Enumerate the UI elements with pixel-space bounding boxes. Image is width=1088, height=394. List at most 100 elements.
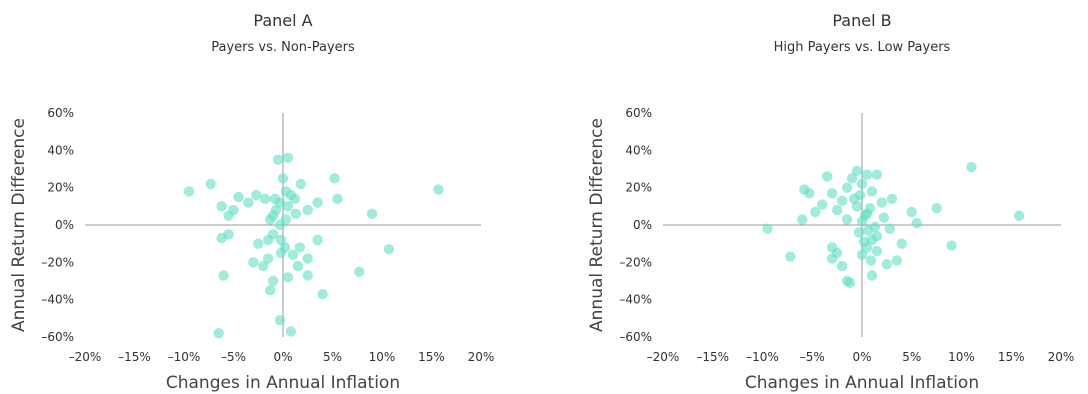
y-tick-label: 60% <box>625 106 652 120</box>
scatter-point <box>253 238 264 249</box>
scatter-point <box>844 277 856 289</box>
scatter-point <box>302 253 313 264</box>
scatter-point <box>302 270 313 281</box>
scatter-point <box>354 266 365 277</box>
scatter-point <box>262 253 274 264</box>
scatter-point <box>841 182 853 193</box>
scatter-point <box>294 242 306 253</box>
scatter-point <box>785 251 796 262</box>
x-tick-label: –5% <box>221 350 246 364</box>
scatter-point <box>302 204 313 216</box>
scatter-point <box>332 193 343 205</box>
scatter-point <box>886 193 898 205</box>
y-tick-label: –40% <box>619 293 652 307</box>
scatter-point <box>292 260 304 272</box>
chart-title: Panel A <box>253 11 312 30</box>
scatter-point <box>846 173 858 184</box>
scatter-point <box>884 223 896 234</box>
scatter-point <box>861 169 873 180</box>
scatter-point <box>280 214 292 225</box>
scatter-point <box>383 244 395 255</box>
scatter-point <box>282 152 294 163</box>
scatter-point <box>831 204 843 216</box>
scatter-point <box>821 171 833 182</box>
scatter-point <box>259 193 271 205</box>
scatter-point <box>282 272 294 283</box>
y-axis-label: Annual Return Difference <box>9 118 29 332</box>
scatter-point <box>931 203 942 214</box>
x-tick-label: 10% <box>948 350 975 364</box>
scatter-point <box>262 234 274 246</box>
scatter-point <box>248 257 259 268</box>
scatter-point <box>312 197 323 208</box>
y-tick-label: –20% <box>41 255 74 269</box>
scatter-point <box>866 270 878 281</box>
x-axis-label: Changes in Annual Inflation <box>166 373 400 393</box>
scatter-point <box>312 234 323 246</box>
scatter-point <box>853 227 865 238</box>
scatter-point <box>881 259 893 270</box>
scatter-point <box>228 204 239 216</box>
scatter-point <box>285 189 297 201</box>
scatter-point <box>878 212 890 223</box>
scatter-point <box>272 154 284 165</box>
scatter-point <box>433 184 444 195</box>
x-tick-label: 20% <box>468 350 495 364</box>
scatter-point <box>866 186 878 197</box>
scatter-point <box>896 238 907 249</box>
chart-title: Panel B <box>832 11 891 30</box>
y-tick-label: –60% <box>41 330 74 344</box>
x-tick-label: –15% <box>118 350 151 364</box>
scatter-point <box>966 161 977 173</box>
x-tick-label: 0% <box>852 350 871 364</box>
y-tick-label: 20% <box>47 181 74 195</box>
scatter-point <box>911 217 922 229</box>
scatter-point <box>295 178 307 190</box>
y-tick-label: 0% <box>55 218 74 232</box>
y-tick-label: 40% <box>47 143 74 157</box>
scatter-point <box>290 208 302 219</box>
scatter-point <box>264 214 276 225</box>
scatter-point <box>871 245 883 257</box>
y-tick-label: 60% <box>47 106 74 120</box>
scatter-point <box>282 201 294 212</box>
scatter-point <box>274 315 286 326</box>
scatter-point <box>258 260 269 272</box>
scatter-point <box>865 255 877 266</box>
scatter-point <box>836 195 848 206</box>
scatter-point <box>216 201 227 212</box>
scatter-point <box>946 240 957 251</box>
scatter-point <box>267 275 279 287</box>
scatter-point <box>826 188 838 199</box>
scatter-point <box>251 189 262 201</box>
scatter-point <box>804 188 815 199</box>
scatter-point <box>856 216 868 227</box>
scatter-point <box>858 236 870 247</box>
scatter-point <box>366 208 378 219</box>
scatter-point <box>183 186 195 197</box>
x-tick-label: 5% <box>323 350 342 364</box>
x-tick-label: –5% <box>800 350 825 364</box>
scatter-point <box>856 249 868 261</box>
scatter-point <box>223 229 234 240</box>
scatter-point <box>762 223 773 234</box>
scatter-point <box>854 189 866 201</box>
scatter-point <box>233 191 244 203</box>
scatter-point <box>871 169 883 180</box>
scatter-point <box>906 206 917 218</box>
scatter-point <box>869 221 881 233</box>
scatter-point <box>876 197 888 208</box>
scatter-point <box>817 199 828 210</box>
scatter-point <box>264 285 276 296</box>
scatter-point <box>218 270 229 281</box>
y-tick-label: 20% <box>625 181 652 195</box>
x-tick-label: –20% <box>69 350 102 364</box>
x-tick-label: –15% <box>696 350 729 364</box>
scatter-point <box>205 178 216 190</box>
x-tick-label: 15% <box>418 350 445 364</box>
y-axis-label: Annual Return Difference <box>587 118 607 332</box>
scatter-point <box>826 253 838 264</box>
scatter-point <box>277 173 289 184</box>
y-tick-label: –60% <box>619 330 652 344</box>
